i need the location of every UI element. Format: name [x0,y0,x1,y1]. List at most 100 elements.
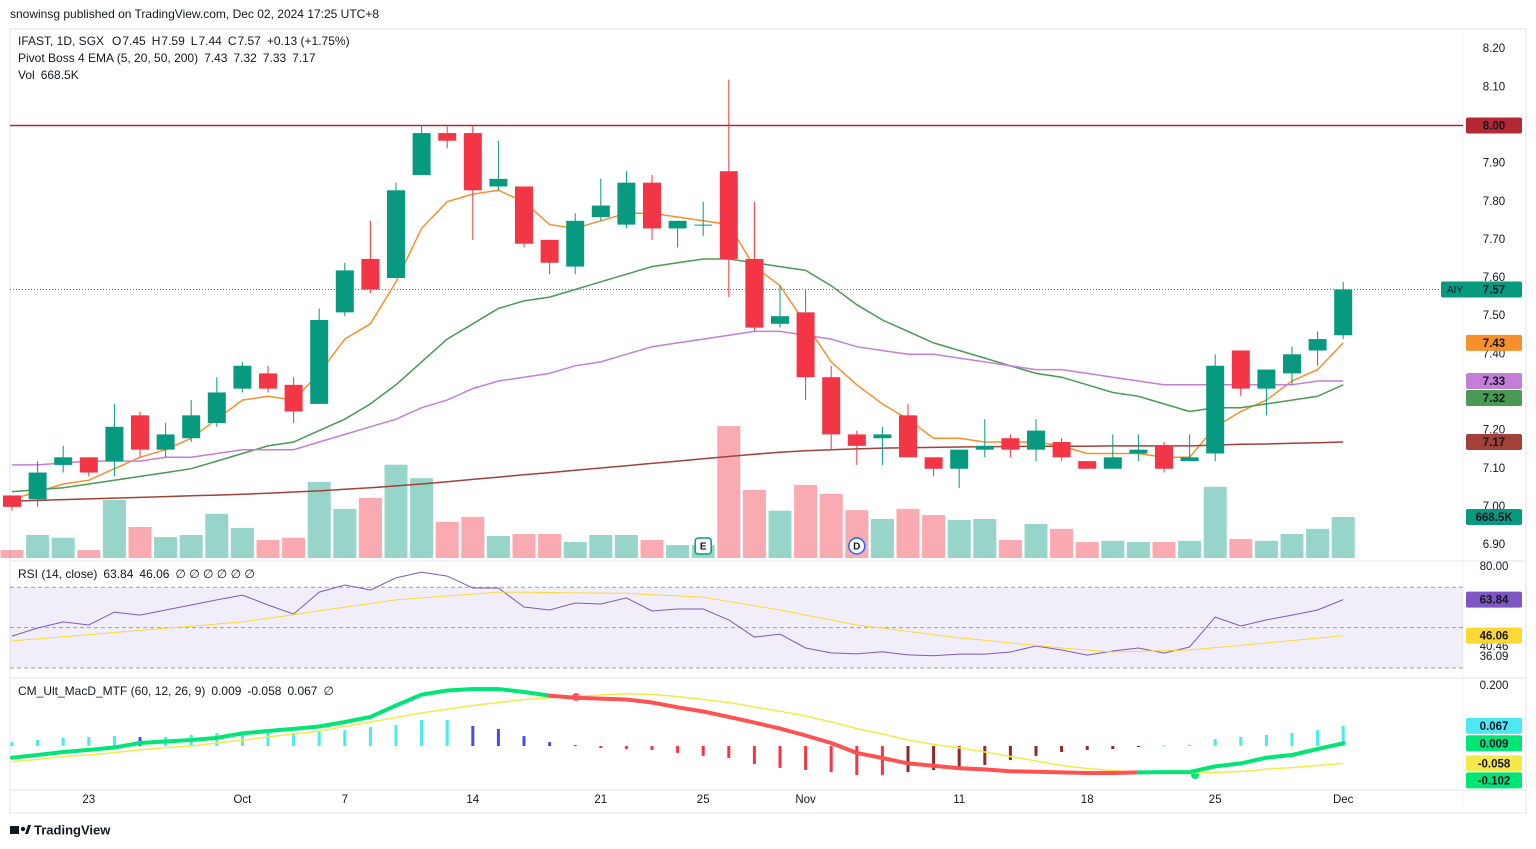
volume-bar [922,515,946,558]
x-tick-label: 14 [466,794,479,806]
volume-bar [640,539,664,558]
level-badge [1466,117,1522,134]
histogram-bar [36,739,40,746]
price-badge [1466,591,1522,608]
ema-line [11,189,1344,501]
candle-body [54,457,73,465]
volume-bar [947,519,971,558]
y-tick-label: 7.80 [1483,196,1505,208]
volume-bar [589,534,613,558]
histogram-bar [87,736,91,746]
volume-bar [410,478,434,558]
y-tick-label: 7.60 [1483,272,1505,284]
macd-line [547,693,1141,775]
histogram-bar [1085,745,1089,750]
candle-body [745,258,764,328]
candle-body [1078,461,1097,469]
histogram-bar [983,745,987,765]
volume-bar [435,521,459,558]
ema-line [11,258,1344,493]
symbol: IFAST, 1D, SGX [18,34,104,48]
volume-bar [1024,523,1048,558]
volume-bar [1075,542,1099,558]
price-badge-label: 7.57 [1483,285,1505,297]
histogram-bar [10,742,14,746]
candle-body [617,182,636,225]
volume-bar [26,534,50,558]
volume-bar [819,493,843,558]
ema-line [11,441,1344,502]
y-tick-label: 7.90 [1483,158,1505,170]
indicator-name: CM_Ult_MacD_MTF (60, 12, 26, 9) [18,684,205,698]
histogram-bar [855,745,859,776]
histogram-bar [1213,739,1217,746]
candle-body [822,377,841,435]
histogram-bar [1239,736,1243,746]
volume-bar [461,516,485,558]
y-tick-label: 7.70 [1483,234,1505,246]
volume-bar [179,534,203,558]
candle-body [259,373,277,389]
price-badge-label: 63.84 [1480,595,1509,607]
volume-bar [1229,538,1253,558]
volume-bar [794,484,818,558]
candle-body [3,495,21,507]
candle-body [310,319,329,404]
candle-body [566,220,585,267]
ema-value: 7.32 [233,51,257,65]
histogram-bar [394,724,398,746]
volume-bar [1306,528,1330,558]
candle-body [950,449,969,469]
candle-body [899,415,917,458]
logo-mark [10,826,19,834]
indicator-name: RSI (14, close) [18,567,97,581]
symbol-badge [1441,281,1469,298]
candle-body [387,190,405,279]
price-badge [1466,755,1522,772]
volume-bar [230,527,254,558]
price-badge [1466,373,1522,390]
volume-bar [333,508,357,558]
candle-body [207,392,226,423]
x-tick-label: Dec [1333,794,1354,806]
price-badge [1466,735,1522,752]
y-tick-label: 8.10 [1483,81,1505,93]
price-badge-label: 7.17 [1483,437,1505,449]
volume-bar [128,527,152,558]
candle-body [540,239,559,263]
x-tick-label: Nov [795,794,816,806]
y-tick-label: 7.50 [1483,310,1505,322]
candle-body [847,434,866,446]
histogram-bar [445,719,449,746]
volume-bar [1280,534,1304,558]
histogram-bar [804,745,808,770]
event-label: D [853,542,860,553]
y-tick-label: 7.40 [1483,348,1505,360]
x-tick-label: 25 [697,794,710,806]
ohlc-key: L [191,34,198,48]
y-tick-label: 0.200 [1480,680,1509,692]
indicator-extra: ∅ [323,684,333,698]
volume-name: Vol [18,68,35,82]
histogram-bar [1316,730,1320,746]
price-badge [1466,717,1522,734]
candle-body [873,434,892,439]
volume-bar [870,519,894,558]
histogram-bar [906,745,910,773]
ema-line [12,330,1344,466]
level-badge-label: 8.00 [1483,120,1505,132]
histogram-bar [548,742,552,746]
histogram-bar [829,745,833,773]
indicator-name: Pivot Boss 4 EMA (5, 20, 50, 200) [18,51,198,65]
candle-body [28,472,47,500]
candle-body [1027,430,1045,450]
ema-value: 7.33 [263,51,287,65]
histogram-bar [522,736,526,746]
candle-body [591,205,610,217]
macd-line [10,687,552,760]
price-badge [1466,390,1522,407]
price-badge-label: 0.009 [1480,738,1509,750]
volume-bar [1331,516,1355,558]
candle-body [1283,354,1301,374]
y-tick-label: 7.20 [1483,425,1505,437]
